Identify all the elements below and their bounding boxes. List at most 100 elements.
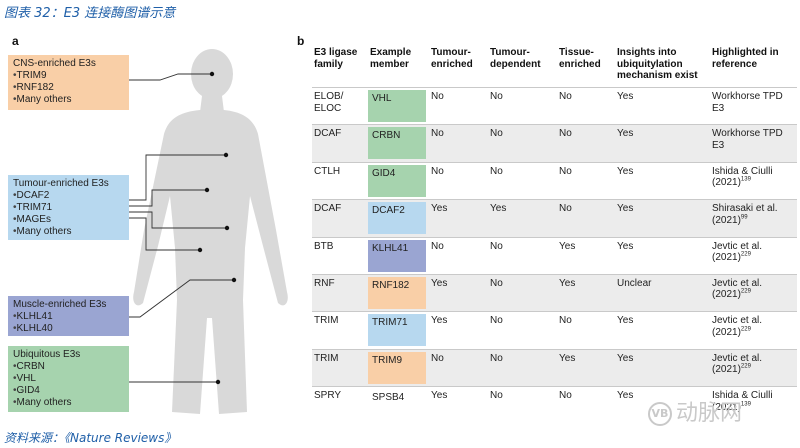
reference-citation: 99 bbox=[740, 214, 748, 221]
cell-tumour-enriched: Yes bbox=[431, 315, 448, 327]
cell-insights: Yes bbox=[617, 390, 634, 402]
cell-reference: Ishida & Ciulli (2021)139 bbox=[712, 166, 796, 189]
table-row: ELOB/ ELOC VHL No No No Yes Workhorse TPD E3 bbox=[312, 87, 797, 124]
reference-text: Shirasaki et al. (2021) bbox=[712, 203, 778, 226]
cell-reference: Ishida & Ciulli (2021)139 bbox=[712, 390, 796, 413]
cell-tissue-enriched: No bbox=[559, 390, 572, 402]
cell-reference: Jevtic et al. (2021)229 bbox=[712, 353, 796, 376]
box-item: Many others bbox=[13, 94, 124, 106]
cell-family: DCAF bbox=[314, 128, 342, 140]
box-item: GID4 bbox=[13, 385, 124, 397]
cell-tumour-dependent: No bbox=[490, 165, 503, 177]
cell-member: TRIM9 bbox=[368, 351, 426, 384]
box-item: CRBN bbox=[13, 361, 124, 373]
header-insights: Insights into ubiquitylation mechanism e… bbox=[617, 47, 698, 81]
cell-tissue-enriched: No bbox=[559, 128, 572, 140]
box-item: MAGEs bbox=[13, 214, 124, 226]
box-title: Ubiquitous E3s bbox=[13, 349, 81, 360]
panel-b-label: b bbox=[297, 34, 305, 48]
cell-insights: Yes bbox=[617, 128, 634, 140]
table-row: SPRY SPSB4 Yes No No Yes Ishida & Ciulli (2021… bbox=[312, 386, 797, 423]
cell-tissue-enriched: Yes bbox=[559, 352, 576, 364]
table-row: DCAF CRBN No No No Yes Workhorse TPD E3 bbox=[312, 124, 797, 162]
figure-title: 图表 32：E3 连接酶图谱示意 bbox=[4, 6, 176, 21]
panel-a-label: a bbox=[12, 34, 19, 48]
cell-tumour-enriched: Yes bbox=[431, 203, 448, 215]
reference-citation: 229 bbox=[740, 251, 751, 258]
box-item: TRIM71 bbox=[13, 202, 124, 214]
cell-tissue-enriched: No bbox=[559, 315, 572, 327]
box-item: KLHL40 bbox=[13, 323, 124, 335]
reference-citation: 229 bbox=[740, 326, 751, 333]
reference-citation: 229 bbox=[740, 289, 751, 296]
cell-tumour-enriched: No bbox=[431, 91, 444, 102]
header-family: E3 ligase family bbox=[314, 47, 358, 70]
box-item: TRIM9 bbox=[13, 70, 124, 82]
cns-enriched-box: CNS-enriched E3s TRIM9 RNF182 Many other… bbox=[8, 55, 129, 110]
cell-reference: Jevtic et al. (2021)229 bbox=[712, 278, 796, 301]
reference-citation: 139 bbox=[740, 401, 751, 408]
cell-family: CTLH bbox=[314, 165, 341, 177]
reference-text: Jevtic et al. (2021) bbox=[712, 315, 763, 338]
watermark: VB 动脉网 bbox=[648, 395, 742, 427]
cell-insights: Yes bbox=[617, 315, 634, 327]
header-reference: Highlighted in reference bbox=[712, 47, 779, 70]
box-title: Muscle-enriched E3s bbox=[13, 299, 107, 310]
cell-insights: Yes bbox=[617, 203, 634, 215]
reference-citation: 139 bbox=[740, 176, 751, 183]
table-row: CTLH GID4 No No No Yes Ishida & Ciulli (2021)1… bbox=[312, 161, 797, 199]
cell-family: TRIM bbox=[314, 352, 339, 364]
cell-member: RNF182 bbox=[368, 276, 426, 309]
cell-tumour-enriched: No bbox=[431, 240, 444, 252]
cell-member: GID4 bbox=[368, 164, 426, 197]
cell-tumour-dependent: No bbox=[490, 240, 503, 252]
cell-tissue-enriched: No bbox=[559, 203, 572, 215]
box-item: Many others bbox=[13, 397, 124, 409]
reference-citation: 229 bbox=[740, 363, 751, 370]
cell-tumour-enriched: Yes bbox=[431, 277, 448, 289]
cell-tumour-dependent: No bbox=[490, 390, 503, 402]
muscle-enriched-box: Muscle-enriched E3s KLHL41 KLHL40 bbox=[8, 296, 129, 336]
e3-ligase-table: E3 ligase family Example member Tumour-e… bbox=[312, 47, 797, 424]
connector-lines bbox=[129, 73, 234, 383]
cell-family: BTB bbox=[314, 240, 334, 252]
cell-insights: Yes bbox=[617, 240, 634, 252]
reference-text: Workhorse TPD E3 bbox=[712, 128, 783, 151]
table-row: BTB KLHL41 No No Yes Yes Jevtic et al. (2021)2… bbox=[312, 236, 797, 274]
cell-member: DCAF2 bbox=[368, 202, 426, 235]
box-item: VHL bbox=[13, 373, 124, 385]
cell-tissue-enriched: Yes bbox=[559, 277, 576, 289]
cell-member: VHL bbox=[368, 90, 426, 122]
cell-insights: Yes bbox=[617, 352, 634, 364]
box-title: CNS-enriched E3s bbox=[13, 58, 96, 69]
cell-tissue-enriched: No bbox=[559, 165, 572, 177]
cell-family: TRIM bbox=[314, 315, 339, 327]
cell-tumour-dependent: No bbox=[490, 277, 503, 289]
reference-text: Workhorse TPD E3 bbox=[712, 91, 783, 114]
figure-source: 资料来源：《Nature Reviews》 bbox=[4, 431, 177, 445]
header-member: Example member bbox=[370, 47, 412, 70]
cell-member: SPSB4 bbox=[372, 392, 405, 404]
cell-insights: Unclear bbox=[617, 277, 652, 289]
watermark-logo-icon: VB bbox=[648, 402, 672, 426]
cell-tumour-enriched: No bbox=[431, 352, 444, 364]
cell-tissue-enriched: No bbox=[559, 91, 572, 102]
box-item: DCAF2 bbox=[13, 190, 124, 202]
ubiquitous-box: Ubiquitous E3s CRBN VHL GID4 Many others bbox=[8, 346, 129, 412]
table-row: RNF RNF182 Yes No Yes Unclear Jevtic et al. (2… bbox=[312, 273, 797, 312]
cell-tumour-enriched: No bbox=[431, 165, 444, 177]
cell-family: DCAF bbox=[314, 203, 342, 215]
box-title: Tumour-enriched E3s bbox=[13, 178, 109, 189]
body-shape bbox=[133, 49, 288, 414]
cell-reference: Shirasaki et al. (2021)99 bbox=[712, 203, 796, 226]
header-tissue-enriched: Tissue-enriched bbox=[559, 47, 601, 70]
reference-text: Jevtic et al. (2021) bbox=[712, 352, 763, 376]
reference-text: Ishida & Ciulli (2021) bbox=[712, 165, 773, 189]
cell-member: CRBN bbox=[368, 127, 426, 160]
table-row: TRIM TRIM9 No No Yes Yes Jevtic et al. (2021)2… bbox=[312, 348, 797, 387]
cell-tissue-enriched: Yes bbox=[559, 240, 576, 252]
cell-reference: Workhorse TPD E3 bbox=[712, 91, 796, 114]
header-tumour-enriched: Tumour-enriched bbox=[431, 47, 473, 70]
header-tumour-dependent: Tumour-dependent bbox=[490, 47, 541, 70]
table-row: TRIM TRIM71 Yes No No Yes Jevtic et al. (2021)… bbox=[312, 311, 797, 348]
